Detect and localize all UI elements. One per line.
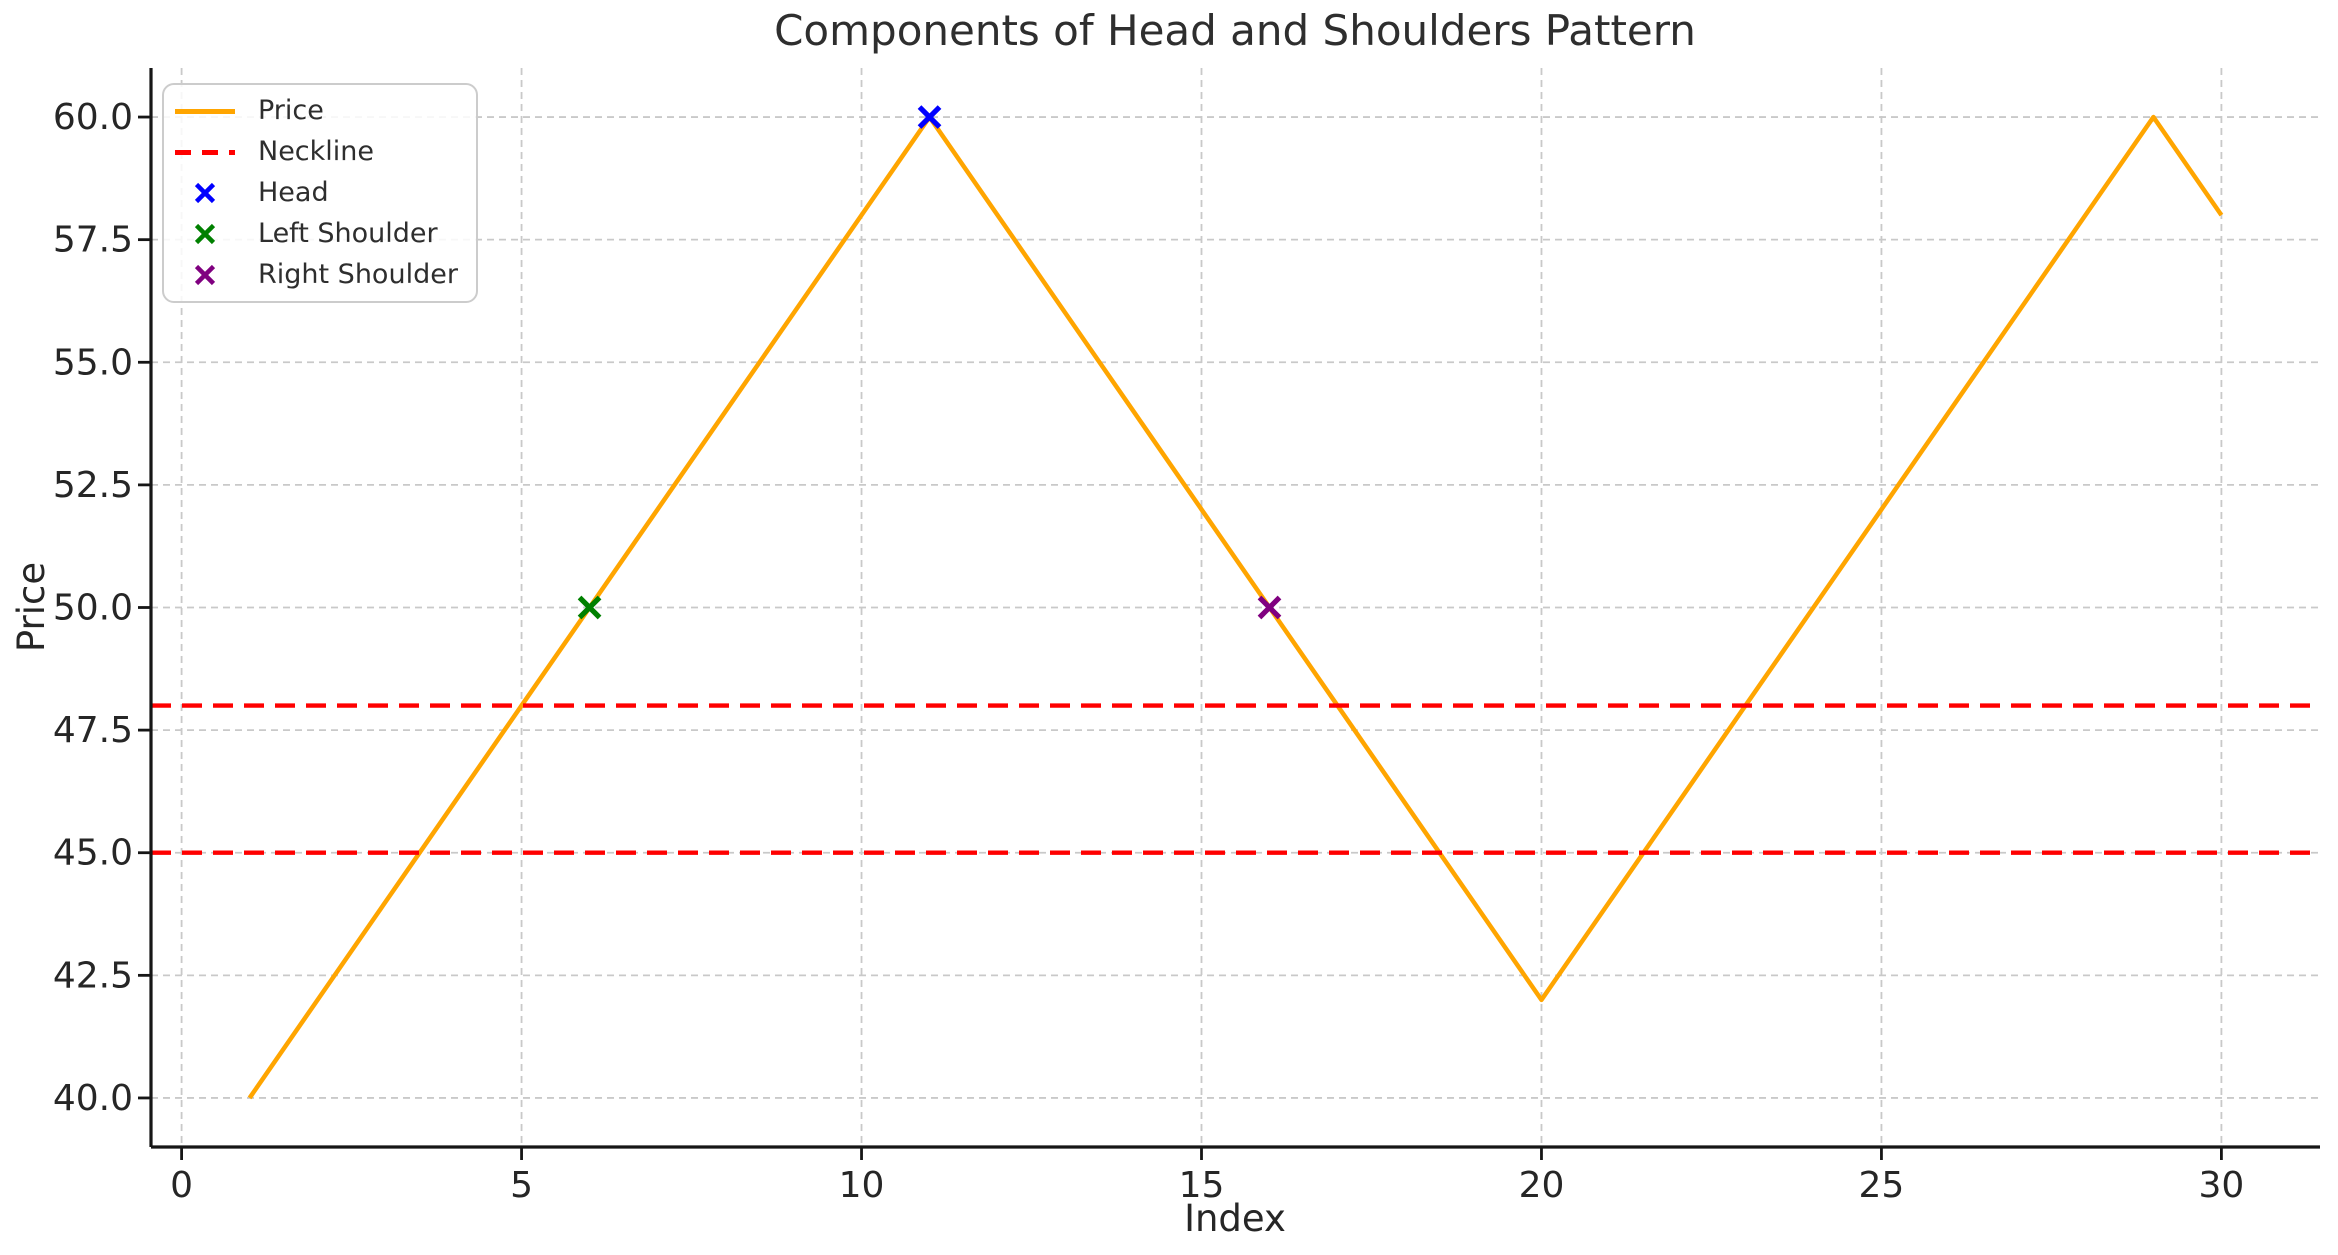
x-tick-label: 15 [1179,1165,1225,1206]
head-marker [917,105,942,129]
y-tick-label: 55.0 [53,342,133,383]
y-tick-label: 60.0 [53,97,133,138]
legend-label: Right Shoulder [258,259,458,290]
x-tick-label: 20 [1519,1165,1565,1206]
y-axis-label: Price [10,562,53,652]
legend-label: Left Shoulder [258,218,438,249]
line-swatch-icon [174,108,236,114]
legend-item-price: Price [174,95,458,127]
dashed-line-swatch-icon [174,149,236,155]
legend-item-head: Head [174,177,458,209]
legend-item-left-shoulder: Left Shoulder [174,218,458,250]
x-tick-label: 25 [1859,1165,1905,1206]
x-marker-icon [174,221,236,247]
right-shoulder-marker [1257,595,1282,620]
y-tick-label: 45.0 [53,833,133,874]
plot-area: 0 5 10 15 20 25 30 40.0 42.5 45.0 47.5 50.0 52.5 55.0… [53,68,2320,1206]
y-tick-label: 50.0 [53,588,133,629]
legend-label: Price [258,95,324,126]
y-tick-label: 57.5 [53,220,133,261]
legend-item-right-shoulder: Right Shoulder [174,259,458,291]
x-axis-label: Index [1184,1197,1286,1240]
x-tick-label: 10 [839,1165,885,1206]
y-tick-label: 47.5 [53,710,133,751]
x-marker-icon [174,262,236,288]
legend: Price Neckline Head Left Shoulder Right Shou… [162,83,478,303]
legend-label: Neckline [258,136,375,167]
legend-label: Head [258,177,329,208]
x-marker-icon [174,180,236,206]
x-tick-label: 30 [2199,1165,2245,1206]
legend-item-neckline: Neckline [174,136,458,168]
x-tick-label: 0 [170,1165,193,1206]
y-tick-label: 52.5 [53,465,133,506]
left-shoulder-marker [577,595,602,620]
y-tick-label: 42.5 [53,955,133,996]
x-tick-label: 5 [510,1165,533,1206]
y-tick-label: 40.0 [53,1078,133,1119]
price-line [247,114,2224,1100]
chart-title: Components of Head and Shoulders Pattern [774,6,1696,55]
